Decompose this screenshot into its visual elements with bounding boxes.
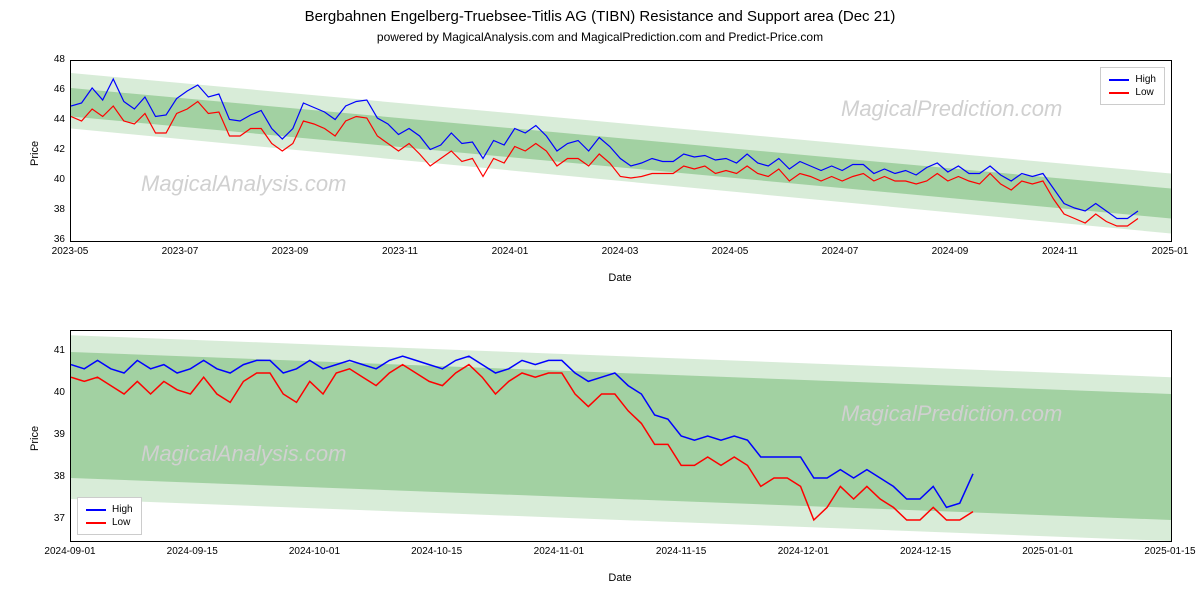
legend-label-high-2: High xyxy=(112,504,133,515)
chart-subtitle: powered by MagicalAnalysis.com and Magic… xyxy=(0,30,1200,44)
legend-label-low: Low xyxy=(1135,87,1153,98)
y-tick-label: 39 xyxy=(40,429,65,440)
x-tick-label: 2024-01 xyxy=(475,246,545,257)
x-tick-label: 2025-01 xyxy=(1135,246,1200,257)
legend-item-high-2: High xyxy=(86,504,133,515)
legend-label-low-2: Low xyxy=(112,517,130,528)
y-tick-label: 44 xyxy=(40,114,65,125)
x-tick-label: 2025-01-15 xyxy=(1135,546,1200,557)
x-axis-title-top: Date xyxy=(70,272,1170,284)
y-tick-label: 38 xyxy=(40,204,65,215)
x-tick-label: 2023-05 xyxy=(35,246,105,257)
chart-panel-bottom: MagicalAnalysis.com MagicalPrediction.co… xyxy=(70,330,1172,542)
x-tick-label: 2024-10-01 xyxy=(279,546,349,557)
y-tick-label: 42 xyxy=(40,144,65,155)
legend-item-low-2: Low xyxy=(86,517,133,528)
y-tick-label: 38 xyxy=(40,471,65,482)
x-tick-label: 2023-07 xyxy=(145,246,215,257)
x-axis-title-bottom: Date xyxy=(70,572,1170,584)
legend-line-low-2 xyxy=(86,522,106,524)
x-tick-label: 2024-11-15 xyxy=(646,546,716,557)
x-tick-label: 2024-07 xyxy=(805,246,875,257)
y-tick-label: 48 xyxy=(40,54,65,65)
legend-bottom: High Low xyxy=(77,497,142,535)
legend-top: High Low xyxy=(1100,67,1165,105)
x-tick-label: 2025-01-01 xyxy=(1013,546,1083,557)
legend-line-high-2 xyxy=(86,509,106,511)
y-tick-label: 41 xyxy=(40,345,65,356)
x-tick-label: 2024-12-15 xyxy=(891,546,961,557)
x-tick-label: 2024-03 xyxy=(585,246,655,257)
legend-line-low xyxy=(1109,92,1129,94)
chart-svg-top xyxy=(71,61,1171,241)
chart-title: Bergbahnen Engelberg-Truebsee-Titlis AG … xyxy=(0,8,1200,25)
legend-item-high: High xyxy=(1109,74,1156,85)
legend-line-high xyxy=(1109,79,1129,81)
chart-svg-bottom xyxy=(71,331,1171,541)
y-tick-label: 37 xyxy=(40,513,65,524)
x-tick-label: 2024-11-01 xyxy=(524,546,594,557)
chart-panel-top: MagicalAnalysis.com MagicalPrediction.co… xyxy=(70,60,1172,242)
x-tick-label: 2024-09 xyxy=(915,246,985,257)
y-tick-label: 36 xyxy=(40,234,65,245)
x-tick-label: 2023-09 xyxy=(255,246,325,257)
legend-label-high: High xyxy=(1135,74,1156,85)
y-tick-label: 40 xyxy=(40,387,65,398)
chart-container: Bergbahnen Engelberg-Truebsee-Titlis AG … xyxy=(0,0,1200,600)
x-tick-label: 2023-11 xyxy=(365,246,435,257)
x-tick-label: 2024-09-15 xyxy=(157,546,227,557)
x-tick-label: 2024-09-01 xyxy=(35,546,105,557)
x-tick-label: 2024-10-15 xyxy=(402,546,472,557)
legend-item-low: Low xyxy=(1109,87,1156,98)
x-tick-label: 2024-11 xyxy=(1025,246,1095,257)
x-tick-label: 2024-12-01 xyxy=(768,546,838,557)
y-tick-label: 40 xyxy=(40,174,65,185)
x-tick-label: 2024-05 xyxy=(695,246,765,257)
y-tick-label: 46 xyxy=(40,84,65,95)
